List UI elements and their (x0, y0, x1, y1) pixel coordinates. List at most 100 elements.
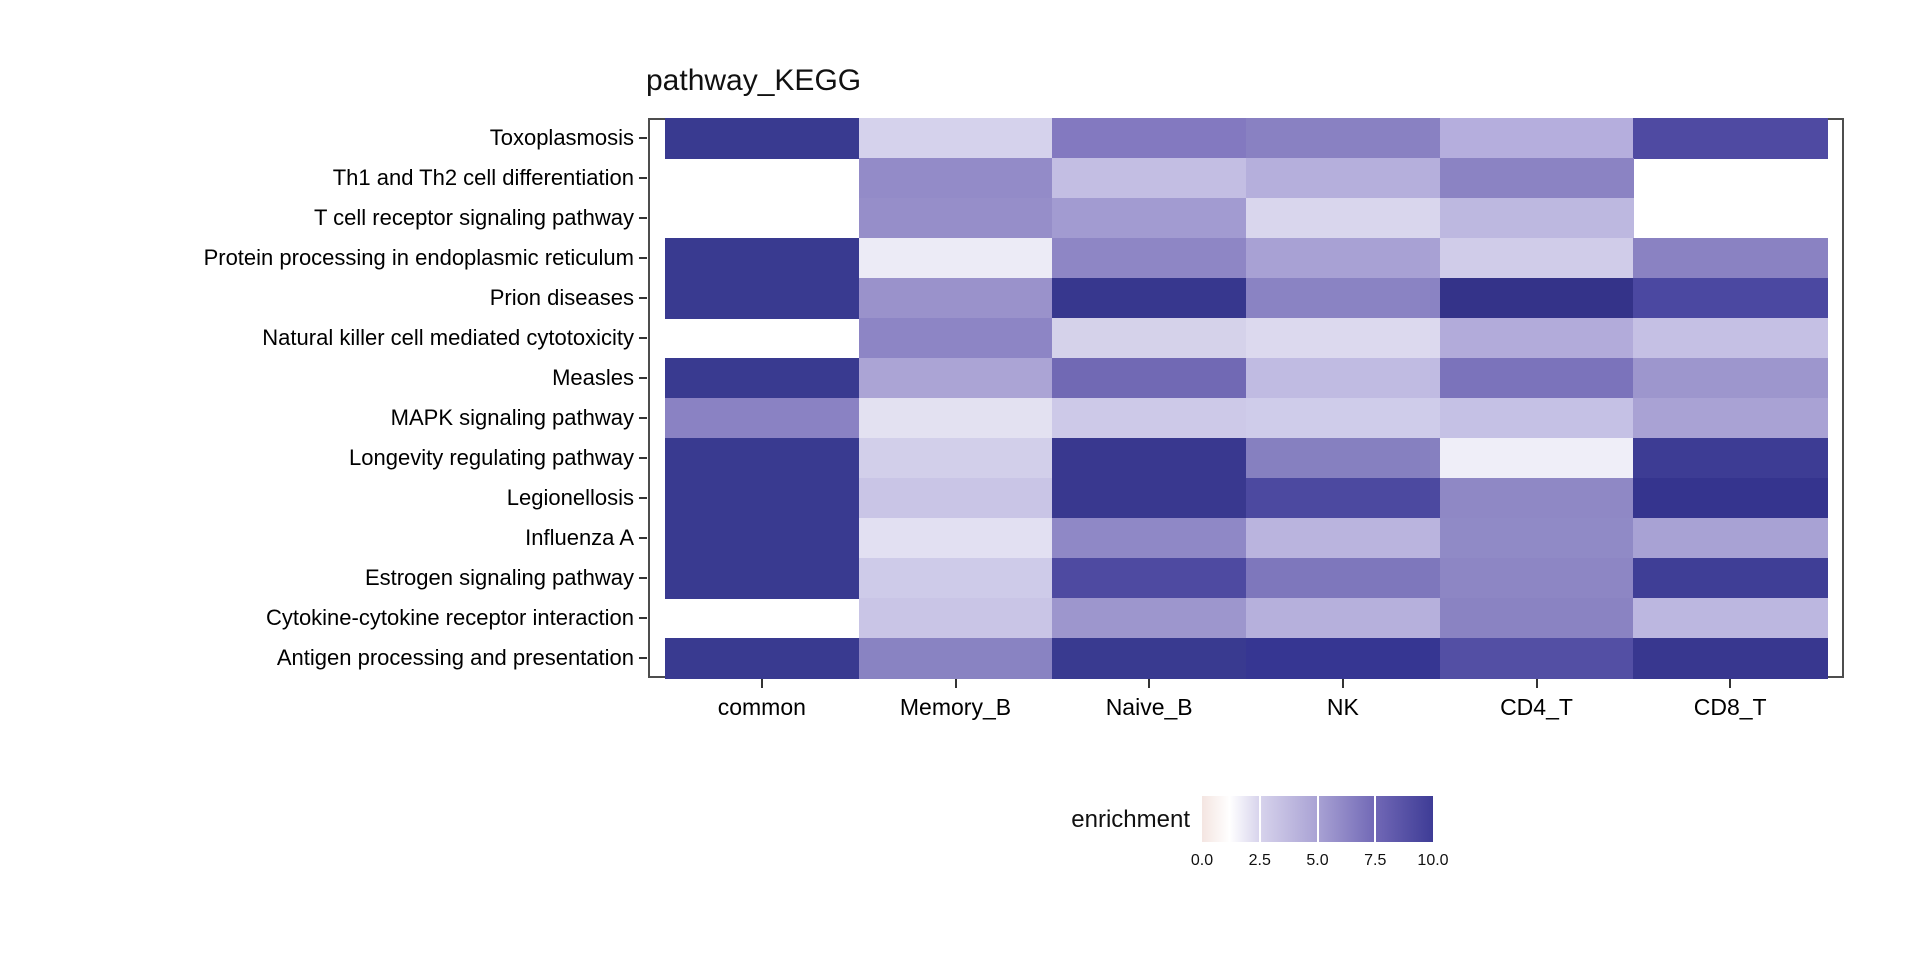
heatmap-cell (858, 518, 1053, 559)
heatmap-cell (1439, 518, 1634, 559)
heatmap-cell (858, 158, 1053, 199)
heatmap-cell (1633, 638, 1828, 679)
heatmap-cell (1246, 558, 1441, 599)
legend-colorbar (1202, 796, 1433, 842)
y-axis-tick (639, 297, 647, 299)
heatmap-cell (1052, 198, 1247, 239)
y-axis-tick (639, 177, 647, 179)
heatmap-cell (665, 238, 860, 279)
heatmap-cell (1246, 238, 1441, 279)
heatmap-cell (665, 278, 860, 319)
heatmap-cell (665, 638, 860, 679)
heatmap-cell (1633, 438, 1828, 479)
heatmap-cell (858, 598, 1053, 639)
legend-title: enrichment (1071, 806, 1190, 833)
legend-tick-label: 0.0 (1190, 852, 1214, 869)
legend-tick-label: 2.5 (1248, 852, 1271, 869)
heatmap-cell (1633, 518, 1828, 559)
heatmap-cell (1052, 518, 1247, 559)
heatmap-cell (1052, 438, 1247, 479)
heatmap-cell (858, 278, 1053, 319)
heatmap-cell (665, 118, 860, 159)
heatmap-cell (665, 398, 860, 439)
heatmap-cell (1633, 558, 1828, 599)
x-axis-label: NK (1326, 694, 1359, 720)
heatmap-cell (1633, 598, 1828, 639)
heatmap-cell (1052, 598, 1247, 639)
heatmap-cell (1633, 478, 1828, 519)
heatmap-cell (1052, 398, 1247, 439)
heatmap-cell (665, 478, 860, 519)
heatmap-cell (1439, 478, 1634, 519)
heatmap-cell (1439, 358, 1634, 399)
heatmap-cell (1439, 198, 1634, 239)
heatmap-cell (1246, 518, 1441, 559)
y-axis-label: Cytokine-cytokine receptor interaction (265, 605, 634, 630)
x-axis-tick (1729, 679, 1732, 688)
y-axis-label: T cell receptor signaling pathway (314, 205, 634, 230)
x-axis-tick (954, 679, 957, 688)
legend-tick-label: 10.0 (1417, 852, 1449, 869)
heatmap-cell (858, 198, 1053, 239)
y-axis-tick (639, 257, 647, 259)
x-axis-tick (760, 679, 763, 688)
heatmap-cell (1439, 118, 1634, 159)
legend-bar-tick (1258, 796, 1261, 842)
x-axis-label: CD8_T (1693, 694, 1767, 720)
y-axis-label: Protein processing in endoplasmic reticu… (203, 245, 634, 270)
heatmap-cell (1439, 158, 1634, 199)
y-axis-label: MAPK signaling pathway (390, 405, 634, 430)
x-axis-tick (1148, 679, 1151, 688)
heatmap-cell (1246, 358, 1441, 399)
y-axis-tick (639, 457, 647, 459)
heatmap-cell (1633, 118, 1828, 159)
heatmap-cell (1052, 318, 1247, 359)
heatmap-cell (858, 398, 1053, 439)
y-axis-label: Influenza A (525, 525, 634, 550)
y-axis-label: Measles (552, 365, 634, 390)
heatmap-cell (1439, 558, 1634, 599)
y-axis-tick (639, 537, 647, 539)
heatmap-cell (1246, 278, 1441, 319)
heatmap-cell (1052, 358, 1247, 399)
plot-title: pathway_KEGG (646, 64, 862, 97)
heatmap-panel (648, 118, 1844, 679)
heatmap-cell (1439, 438, 1634, 479)
y-axis-label: Antigen processing and presentation (276, 645, 634, 670)
heatmap-cell (1633, 238, 1828, 279)
heatmap-cell (1633, 358, 1828, 399)
heatmap-cell (665, 438, 860, 479)
heatmap-cell (858, 238, 1053, 279)
heatmap-cell (665, 518, 860, 559)
heatmap-cell (1246, 478, 1441, 519)
x-axis-label: Naive_B (1105, 694, 1193, 720)
y-axis-tick (639, 417, 647, 419)
y-axis-tick (639, 337, 647, 339)
heatmap-cell (1246, 158, 1441, 199)
heatmap-cell (1633, 278, 1828, 319)
y-axis-tick (639, 217, 647, 219)
heatmap-cell (1246, 118, 1441, 159)
legend-tick-label: 5.0 (1306, 852, 1329, 869)
heatmap-cell (665, 358, 860, 399)
heatmap-cell (1439, 278, 1634, 319)
y-axis-label: Longevity regulating pathway (349, 445, 634, 470)
heatmap-cells (650, 118, 1842, 679)
heatmap-cell (1052, 158, 1247, 199)
heatmap-cell (1052, 118, 1247, 159)
heatmap-cell (1439, 638, 1634, 679)
x-axis-tick (1535, 679, 1538, 688)
y-axis-tick (639, 137, 647, 139)
heatmap-cell (858, 558, 1053, 599)
y-axis-label: Natural killer cell mediated cytotoxicit… (262, 325, 634, 350)
heatmap-cell (1052, 558, 1247, 599)
y-axis-label: Th1 and Th2 cell differentiation (332, 165, 634, 190)
heatmap-cell (1246, 438, 1441, 479)
x-axis-tick (1341, 679, 1344, 688)
x-axis-label: CD4_T (1500, 694, 1573, 720)
heatmap-cell (1246, 198, 1441, 239)
y-axis-tick (639, 497, 647, 499)
heatmap-cell (665, 558, 860, 599)
heatmap-cell (858, 438, 1053, 479)
